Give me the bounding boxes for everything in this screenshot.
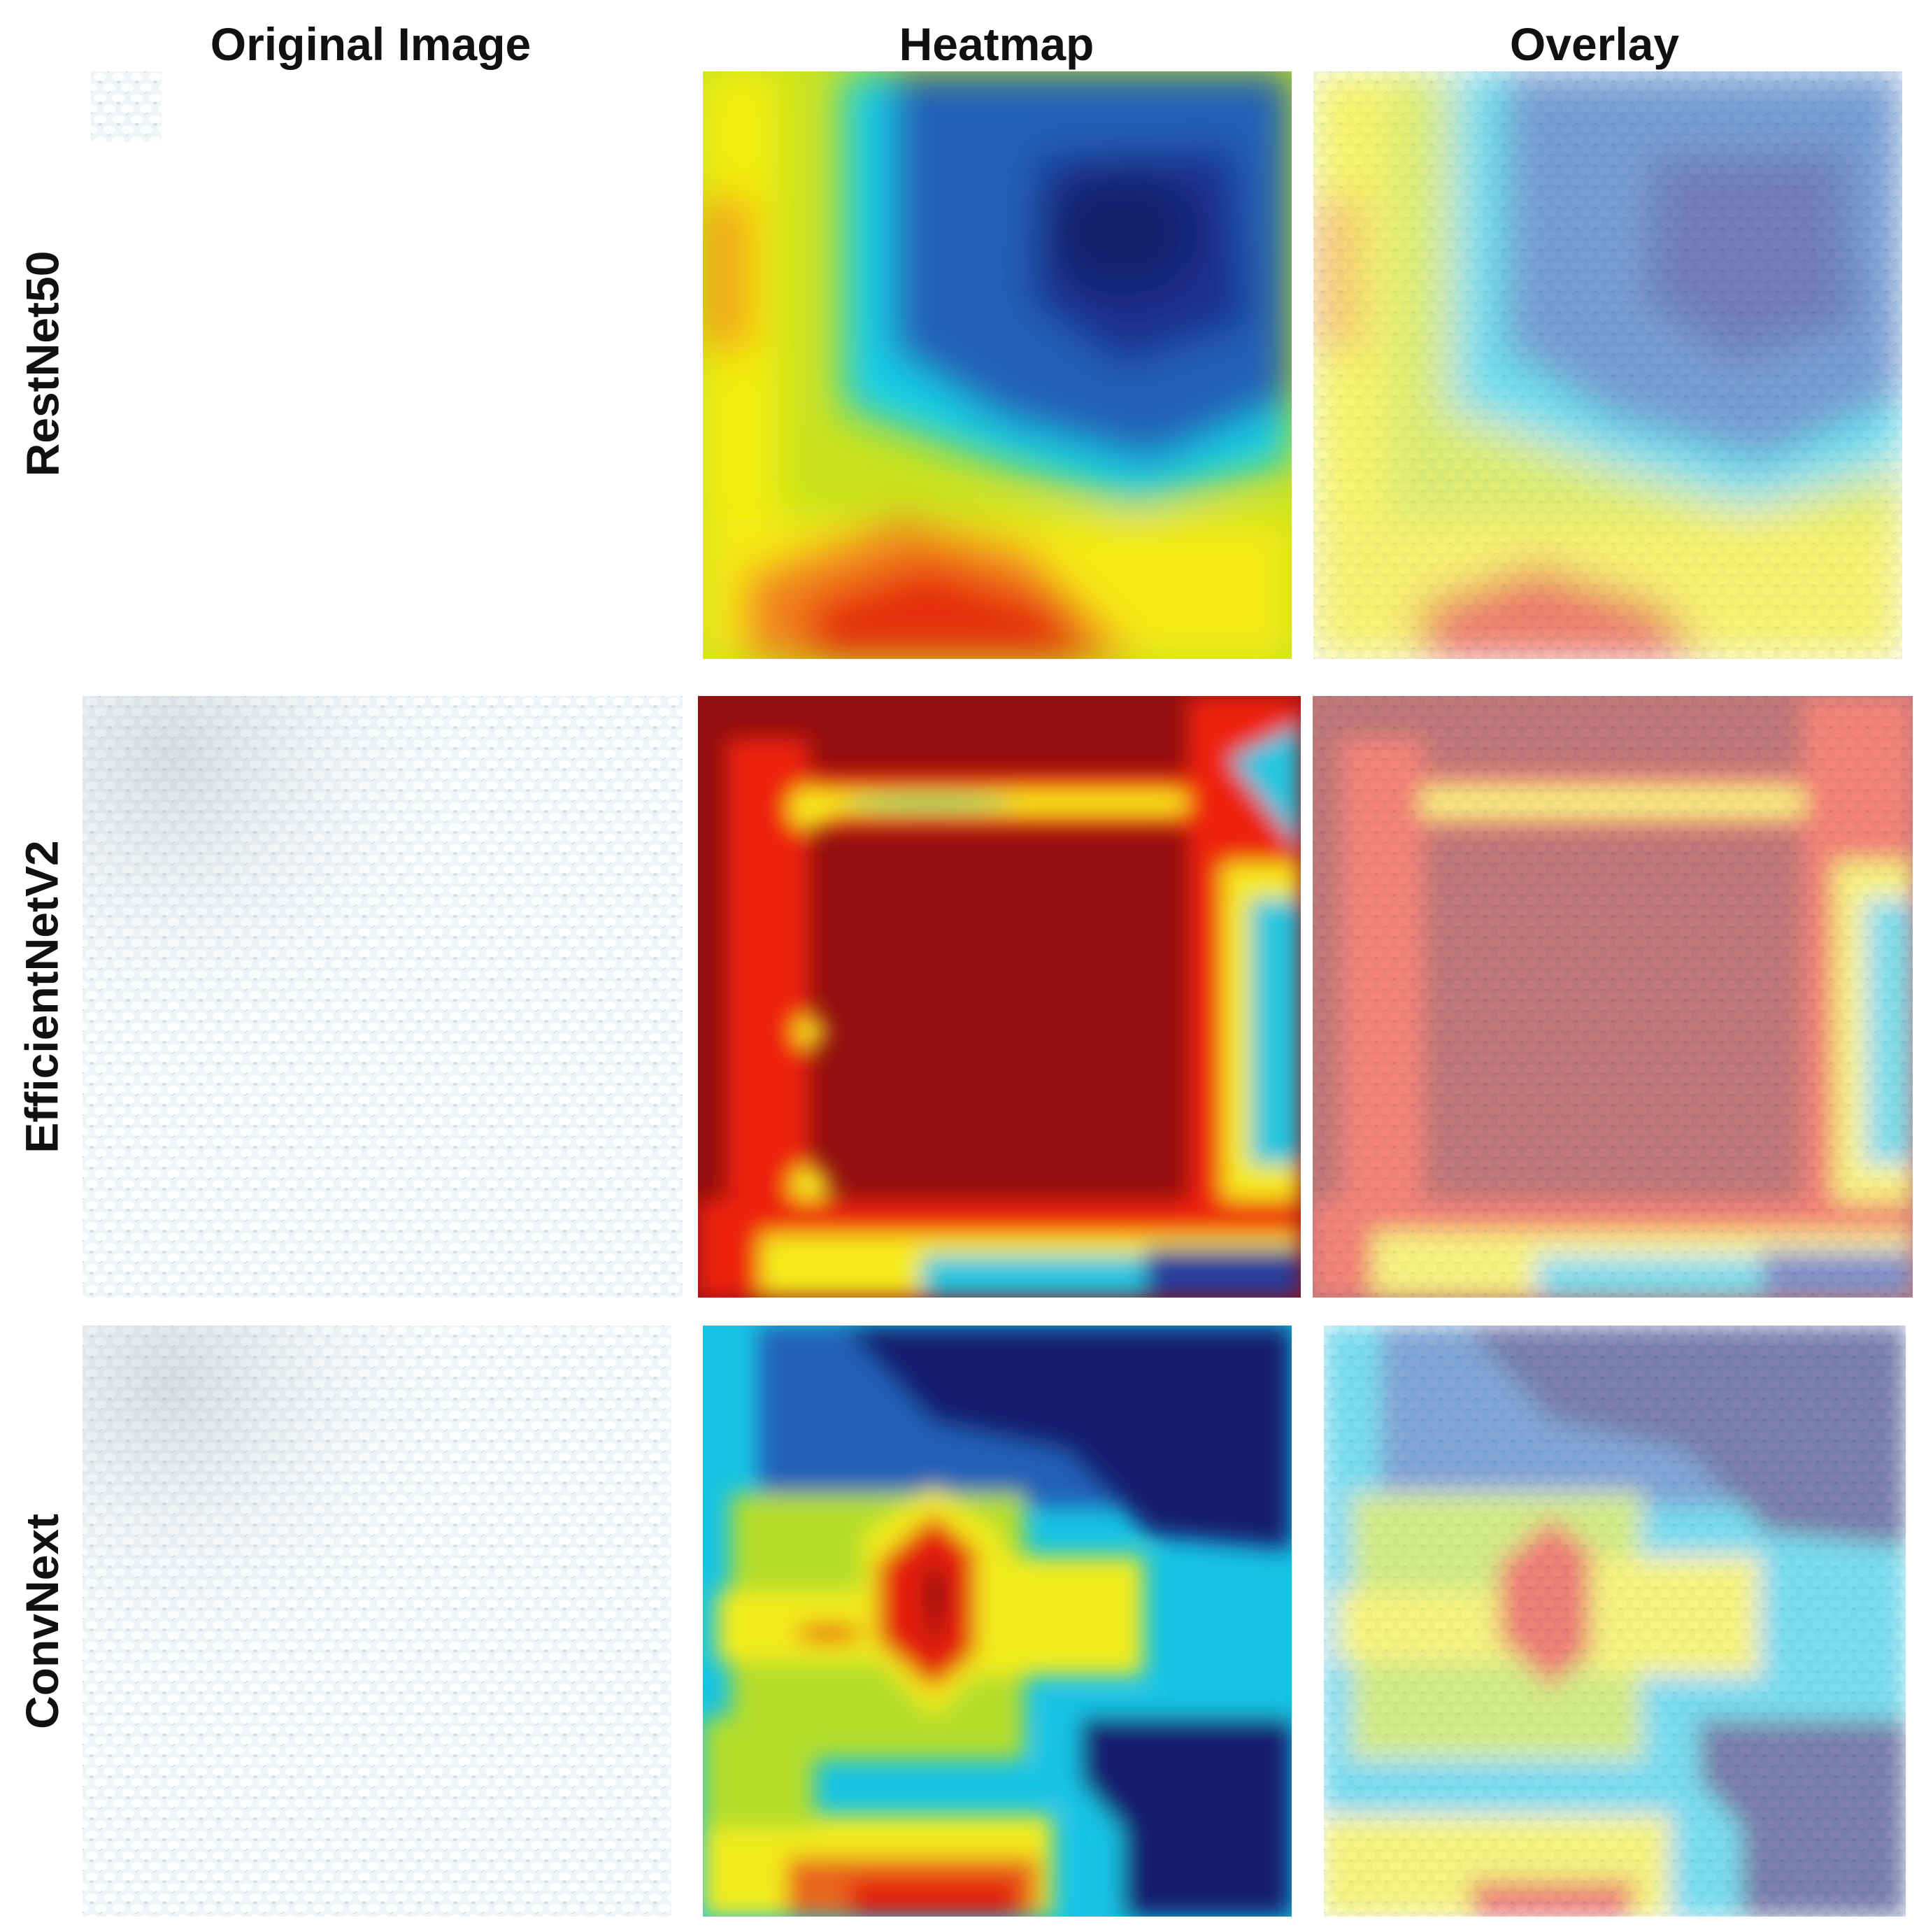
overlay-restnet50-graphic [1313,71,1902,659]
overlay-efficientnetv2 [1313,696,1913,1298]
row-label-restnet50: RestNet50 [16,250,69,477]
heatmap-efficientnetv2 [698,696,1301,1298]
overlay-efficientnetv2-graphic [1313,696,1913,1298]
original-image-efficientnetv2 [83,696,683,1298]
heatmap-efficientnetv2-graphic [698,696,1301,1298]
overlay-convnext [1324,1326,1906,1917]
original-image-convnext [83,1326,671,1917]
heatmap-convnext [703,1326,1292,1917]
column-header-original-image: Original Image [210,18,532,70]
overlay-convnext-graphic [1324,1326,1906,1917]
column-header-heatmap: Heatmap [899,18,1094,70]
original-image-restnet50 [91,71,680,659]
column-header-overlay: Overlay [1509,18,1680,70]
heatmap-convnext-graphic [703,1326,1292,1917]
overlay-restnet50 [1313,71,1902,659]
row-label-efficientnetv2: EfficientNetV2 [16,840,68,1153]
heatmap-restnet50-graphic [703,71,1292,659]
row-label-convnext: ConvNext [16,1513,68,1729]
heatmap-restnet50 [703,71,1292,659]
